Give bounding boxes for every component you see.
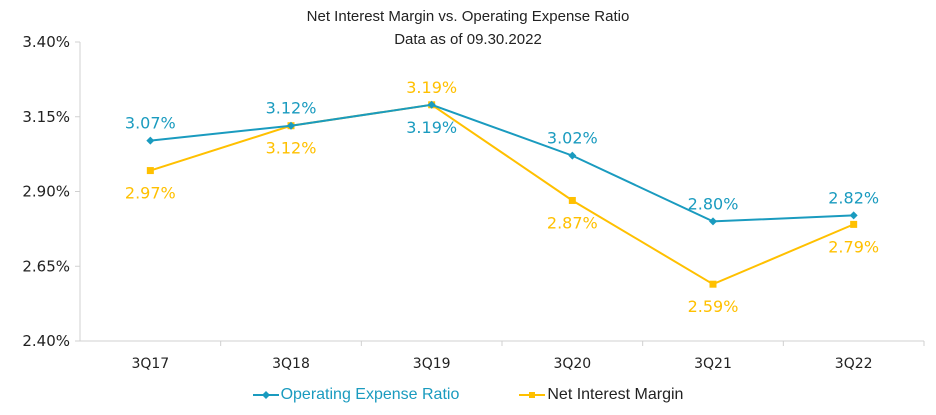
chart-title: Net Interest Margin vs. Operating Expens… <box>306 8 630 25</box>
data-label: 3.19% <box>406 118 457 137</box>
x-tick-label: 3Q19 <box>413 356 451 372</box>
data-label: 2.97% <box>125 184 176 203</box>
x-tick-label: 3Q20 <box>553 356 591 372</box>
x-tick-label: 3Q17 <box>131 356 169 372</box>
data-point-oer <box>146 136 155 145</box>
legend-marker-square-icon <box>519 392 546 398</box>
legend: Operating Expense Ratio Net Interest Mar… <box>0 386 936 404</box>
data-label: 3.12% <box>266 99 317 118</box>
data-label: 3.19% <box>406 78 457 97</box>
legend-label: Net Interest Margin <box>547 386 684 403</box>
data-label: 2.82% <box>828 188 879 207</box>
x-tick-label: 3Q18 <box>272 356 310 372</box>
data-label: 3.02% <box>547 129 598 148</box>
y-tick-label: 2.65% <box>22 257 70 275</box>
y-tick-label: 3.40% <box>22 33 70 51</box>
data-point-oer <box>849 211 858 220</box>
data-label: 2.80% <box>688 194 739 213</box>
series-line-0 <box>150 103 854 223</box>
legend-label: Operating Expense Ratio <box>280 386 460 403</box>
data-label: 2.79% <box>828 237 879 256</box>
data-point-oer <box>709 217 717 226</box>
data-point-oer <box>287 121 295 130</box>
plot-area: 2.40% 2.65% 2.90% 3.15% 3.40% 3Q17 3Q18 3Q19 3Q2… <box>22 33 925 372</box>
x-tick-label: 3Q21 <box>694 356 732 372</box>
data-point-oer <box>427 100 436 109</box>
data-point-nim <box>709 280 717 288</box>
data-point-nim <box>850 220 858 228</box>
data-label: 3.12% <box>266 139 317 158</box>
x-tick-label: 3Q22 <box>835 356 873 372</box>
data-point-nim <box>146 167 154 175</box>
legend-marker-diamond-icon <box>252 391 279 399</box>
series-line-1 <box>150 103 855 286</box>
data-label: 3.07% <box>125 114 176 133</box>
y-tick-label: 2.40% <box>22 332 70 350</box>
chart-subtitle: Data as of 09.30.2022 <box>394 31 542 48</box>
y-tick-label: 3.15% <box>22 108 70 126</box>
data-label: 2.87% <box>547 213 598 232</box>
data-point-oer <box>568 151 577 160</box>
data-point-nim <box>568 196 576 204</box>
legend-item-net-interest-margin[interactable]: Net Interest Margin <box>519 386 683 404</box>
legend-item-operating-expense-ratio[interactable]: Operating Expense Ratio <box>252 386 460 404</box>
data-label: 2.59% <box>688 297 739 316</box>
y-tick-label: 2.90% <box>22 183 70 201</box>
